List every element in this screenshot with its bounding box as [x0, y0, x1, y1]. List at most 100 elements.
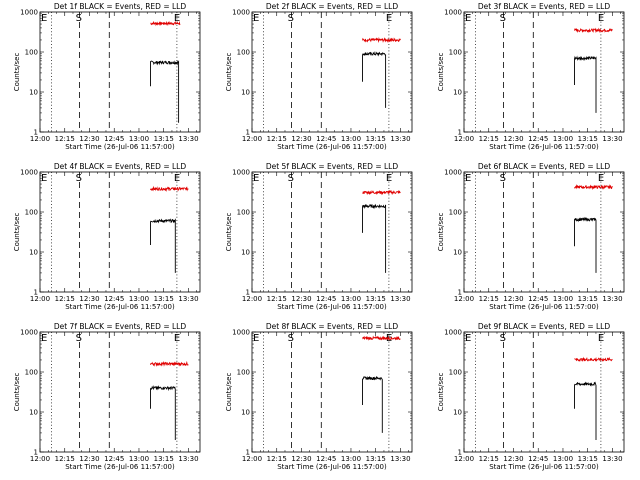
y-axis-label: Counts/sec [437, 213, 445, 252]
y-tick-label: 1000 [444, 9, 462, 17]
x-tick-label: 13:15 [578, 135, 598, 143]
series-line-lld [150, 20, 181, 27]
plot-frame [463, 11, 625, 133]
x-tick-label: 12:45 [528, 455, 548, 463]
marker-letter-s: S [288, 173, 294, 184]
marker-letter-e: E [598, 13, 604, 24]
marker-letter-e: E [174, 173, 180, 184]
series-line-lld [574, 184, 613, 191]
marker-letter-e: E [253, 13, 259, 24]
x-axis-label: Start Time (26-Jul-06 11:57:00) [277, 303, 387, 311]
x-axis-label: Start Time (26-Jul-06 11:57:00) [65, 143, 175, 151]
x-tick-label: 12:00 [454, 135, 474, 143]
x-tick-label: 13:15 [578, 295, 598, 303]
series-line-lld [574, 27, 613, 34]
x-tick-label: 12:30 [79, 295, 99, 303]
series-line-lld [574, 356, 613, 362]
y-tick-label: 1 [34, 129, 38, 137]
y-axis-label: Counts/sec [225, 373, 233, 412]
x-tick-label: 12:15 [267, 295, 287, 303]
x-tick-label: 12:45 [316, 135, 336, 143]
x-tick-label: 13:15 [366, 295, 386, 303]
panel-det-8: Det 8f BLACK = Events, RED = LLD 1 10 100 10… [225, 322, 413, 471]
y-axis-label: Counts/sec [13, 213, 21, 252]
x-tick-label: 13:00 [553, 135, 573, 143]
y-tick-label: 10 [241, 249, 250, 257]
y-tick-label: 100 [25, 209, 38, 217]
x-tick-label: 12:00 [242, 455, 262, 463]
marker-letter-e: E [598, 173, 604, 184]
y-tick-label: 100 [25, 49, 38, 57]
x-tick-label: 12:45 [104, 295, 124, 303]
marker-letter-e: E [598, 333, 604, 344]
y-tick-label: 100 [237, 209, 250, 217]
x-tick-label: 13:15 [366, 455, 386, 463]
marker-letter-e: E [41, 173, 47, 184]
panel-title: Det 9f BLACK = Events, RED = LLD [478, 322, 611, 331]
x-tick-label: 12:45 [528, 295, 548, 303]
x-tick-label: 13:00 [341, 455, 361, 463]
panel-title: Det 8f BLACK = Events, RED = LLD [266, 322, 399, 331]
plot-frame [39, 11, 201, 133]
x-tick-label: 12:30 [503, 455, 523, 463]
x-tick-label: 12:15 [55, 295, 75, 303]
y-axis-label: Counts/sec [437, 53, 445, 92]
y-tick-label: 100 [237, 369, 250, 377]
x-tick-label: 13:30 [602, 455, 622, 463]
x-axis-label: Start Time (26-Jul-06 11:57:00) [277, 463, 387, 471]
x-tick-label: 13:30 [390, 135, 410, 143]
y-tick-label: 100 [449, 49, 462, 57]
marker-letter-e: E [386, 173, 392, 184]
x-tick-label: 12:30 [79, 135, 99, 143]
x-tick-label: 13:15 [578, 455, 598, 463]
panel-det-5: Det 5f BLACK = Events, RED = LLD 1 10 100 10… [225, 162, 413, 311]
x-tick-label: 13:00 [553, 455, 573, 463]
x-tick-label: 13:00 [341, 135, 361, 143]
plot-frame [463, 171, 625, 293]
x-tick-label: 13:15 [366, 135, 386, 143]
panel-det-7: Det 7f BLACK = Events, RED = LLD 1 10 100 10… [13, 322, 201, 471]
y-tick-label: 1 [458, 129, 462, 137]
series-line-events [362, 203, 387, 273]
y-tick-label: 10 [453, 249, 462, 257]
y-tick-label: 10 [453, 89, 462, 97]
series-line-events [574, 55, 597, 113]
x-axis-label: Start Time (26-Jul-06 11:57:00) [489, 303, 599, 311]
y-axis-label: Counts/sec [437, 373, 445, 412]
y-tick-label: 1000 [20, 169, 38, 177]
x-tick-label: 13:00 [129, 295, 149, 303]
x-tick-label: 13:30 [602, 135, 622, 143]
panel-det-1: Det 1f BLACK = Events, RED = LLD 1 10 100 10… [13, 2, 201, 151]
x-tick-label: 12:00 [30, 455, 50, 463]
x-tick-label: 13:30 [390, 455, 410, 463]
marker-letter-s: S [288, 13, 294, 24]
marker-letter-s: S [76, 173, 82, 184]
y-tick-label: 1000 [444, 329, 462, 337]
marker-letter-e: E [174, 333, 180, 344]
x-axis-label: Start Time (26-Jul-06 11:57:00) [277, 143, 387, 151]
plot-frame [251, 171, 413, 293]
x-tick-label: 12:45 [528, 135, 548, 143]
x-tick-label: 12:00 [454, 295, 474, 303]
panel-title: Det 3f BLACK = Events, RED = LLD [478, 2, 611, 11]
series-line-lld [362, 189, 401, 196]
x-tick-label: 13:30 [178, 295, 198, 303]
y-tick-label: 1 [246, 449, 250, 457]
marker-letter-e: E [465, 333, 471, 344]
series-line-events [362, 375, 383, 433]
x-tick-label: 12:00 [30, 135, 50, 143]
x-tick-label: 13:00 [129, 135, 149, 143]
y-tick-label: 100 [237, 49, 250, 57]
plot-frame [39, 331, 201, 453]
y-axis-label: Counts/sec [225, 213, 233, 252]
x-tick-label: 13:30 [178, 135, 198, 143]
series-line-events [150, 60, 180, 123]
y-tick-label: 1000 [444, 169, 462, 177]
x-tick-label: 12:15 [55, 135, 75, 143]
series-line-events [574, 216, 597, 273]
x-tick-label: 12:00 [30, 295, 50, 303]
y-tick-label: 1 [458, 289, 462, 297]
marker-letter-s: S [500, 13, 506, 24]
x-axis-label: Start Time (26-Jul-06 11:57:00) [489, 463, 599, 471]
